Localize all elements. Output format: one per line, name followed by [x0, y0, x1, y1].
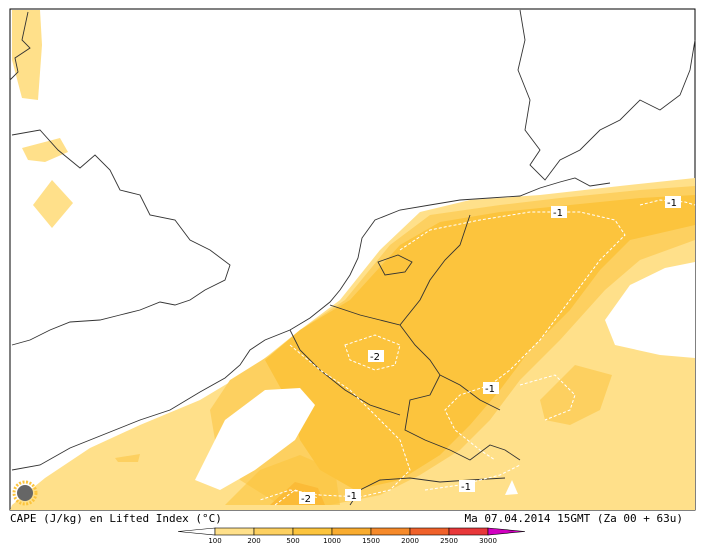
contour-label: -2 — [301, 494, 311, 505]
cape-fields — [10, 10, 695, 510]
legend-tick-label: 3000 — [479, 537, 497, 545]
coast-ijsselmeer — [377, 254, 413, 276]
legend-arrow-right — [487, 527, 526, 536]
contour-label: -1 — [461, 482, 471, 493]
coast-britain — [9, 11, 231, 346]
cape-region-england-a — [22, 138, 68, 162]
legend-swatch — [370, 527, 411, 536]
contour-label: -1 — [667, 198, 677, 209]
cape-region-england-b — [33, 180, 73, 228]
legend-tick-label: 1500 — [362, 537, 380, 545]
cape-region-scotland — [12, 10, 42, 100]
cape-region-east — [540, 365, 612, 425]
cape-gap-east — [605, 262, 695, 358]
legend-arrow-left — [177, 527, 216, 536]
contour-label: -1 — [347, 491, 357, 502]
legend-swatch — [253, 527, 294, 536]
contour-label: -1 — [485, 384, 495, 395]
cape-region-centre — [265, 195, 695, 490]
logo-sun-icon — [12, 480, 38, 506]
cape-gap-france — [195, 388, 315, 490]
legend-tick-label: 500 — [286, 537, 299, 545]
contour-minus1-east — [639, 199, 696, 206]
legend-tick-label: 200 — [247, 537, 260, 545]
coast-scandinavia — [517, 9, 696, 181]
coast-continent — [11, 177, 611, 471]
contour-minus1-south — [424, 464, 521, 491]
contour-label: -2 — [370, 352, 380, 363]
contour-labels: -1 -1 -2 -1 -1 -1 -2 — [299, 196, 681, 505]
legend-swatch — [448, 527, 489, 536]
coastlines — [9, 9, 696, 506]
legend-tick-label: 100 — [208, 537, 221, 545]
contour-minus2 — [344, 334, 401, 371]
map-title: CAPE (J/kg) en Lifted Index (°C) — [10, 512, 222, 525]
legend-swatch — [214, 527, 255, 536]
cape-gap-south — [505, 480, 518, 495]
contour-minus1-north — [399, 211, 626, 461]
legend-swatch — [331, 527, 372, 536]
legend-tick-label: 2000 — [401, 537, 419, 545]
legend-tick-label: 1000 — [323, 537, 341, 545]
cape-legend: 100 200 500 1000 1500 2000 2500 3000 — [177, 527, 526, 545]
legend-tick-label: 2500 — [440, 537, 458, 545]
cape-region-tiny — [115, 454, 140, 462]
map-timestamp: Ma 07.04.2014 15GMT (Za 00 + 63u) — [464, 512, 683, 525]
contour-label: -1 — [553, 208, 563, 219]
legend-swatch — [292, 527, 333, 536]
border-benelux — [289, 214, 521, 461]
legend-swatch — [409, 527, 450, 536]
